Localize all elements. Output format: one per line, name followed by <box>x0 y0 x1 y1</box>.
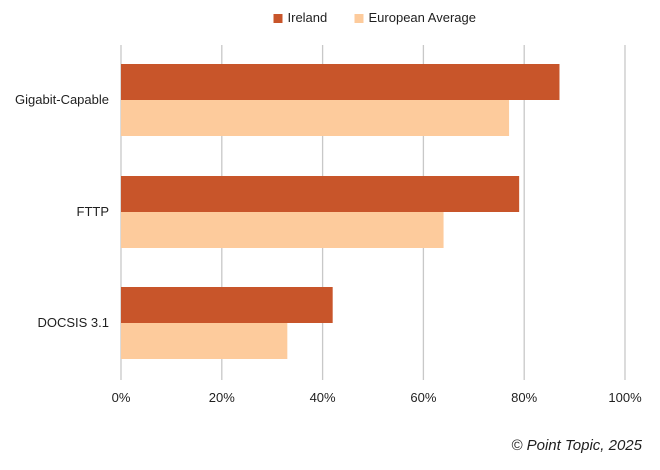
x-tick-label: 60% <box>410 390 436 405</box>
legend-swatch <box>273 14 283 23</box>
legend-label: European Average <box>369 10 476 25</box>
legend-swatch <box>354 14 364 23</box>
x-tick-label: 0% <box>112 390 131 405</box>
bar-ireland <box>121 287 333 323</box>
bar-ireland <box>121 176 520 212</box>
x-tick-label: 20% <box>209 390 235 405</box>
legend-label: Ireland <box>288 10 328 25</box>
x-tick-label: 80% <box>511 390 537 405</box>
bar-ireland <box>121 64 560 100</box>
category-label: FTTP <box>77 204 110 219</box>
bar-european-average <box>121 100 510 136</box>
bar-european-average <box>121 212 444 248</box>
category-label: Gigabit-Capable <box>15 92 109 107</box>
category-label: DOCSIS 3.1 <box>37 315 109 330</box>
copyright-credit: © Point Topic, 2025 <box>511 437 642 454</box>
x-tick-label: 100% <box>608 390 642 405</box>
x-tick-label: 40% <box>310 390 336 405</box>
bar-european-average <box>121 323 288 359</box>
